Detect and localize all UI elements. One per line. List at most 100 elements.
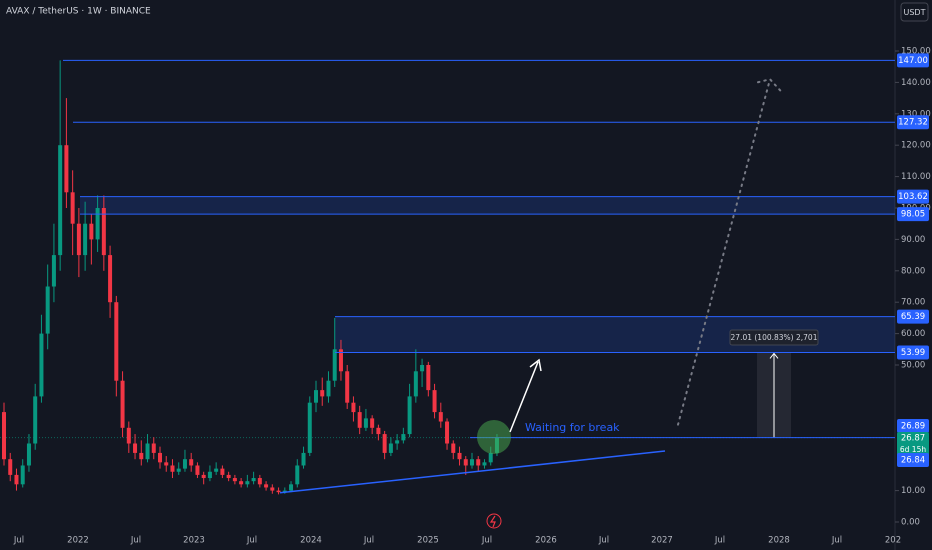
candle-body bbox=[189, 459, 194, 466]
x-tick-label: 2022 bbox=[67, 536, 89, 546]
y-tick-label: 10.00 bbox=[901, 486, 925, 496]
candle-body bbox=[76, 223, 81, 256]
y-tick-label: 150.00 bbox=[901, 47, 931, 57]
y-tick-label: 130.00 bbox=[901, 109, 931, 119]
level-price-tag bbox=[897, 53, 929, 68]
level-price-label: 53.99 bbox=[901, 348, 925, 358]
candle-body bbox=[139, 452, 144, 460]
measure-arrowhead bbox=[769, 352, 779, 359]
candle-body bbox=[314, 390, 318, 403]
candle-body bbox=[470, 459, 474, 466]
measure-price-label: 26.84 bbox=[901, 456, 925, 466]
candle-body bbox=[438, 412, 443, 422]
candle-body bbox=[33, 396, 38, 444]
level-price-label: 127.32 bbox=[898, 118, 928, 128]
candle-body bbox=[145, 443, 150, 460]
measure-price-tag bbox=[897, 453, 929, 467]
candle-body bbox=[320, 390, 325, 397]
y-tick-label: 50.00 bbox=[901, 361, 925, 371]
last-price-tag bbox=[897, 432, 929, 456]
currency-button[interactable] bbox=[900, 2, 929, 22]
candle-body bbox=[307, 402, 312, 453]
candle-body bbox=[151, 443, 156, 453]
candle-body bbox=[195, 465, 200, 475]
x-tick-label: Jul bbox=[714, 536, 725, 546]
x-tick-label: Jul bbox=[13, 536, 24, 546]
candle-body bbox=[245, 481, 250, 485]
candle-body bbox=[14, 474, 19, 485]
candle-body bbox=[207, 471, 212, 479]
candle-body bbox=[326, 380, 331, 397]
x-tick-label: 202 bbox=[885, 536, 901, 546]
x-tick-label: 2025 bbox=[417, 536, 439, 546]
candle-body bbox=[114, 302, 119, 381]
candle-body bbox=[301, 452, 306, 466]
candle-body bbox=[39, 333, 44, 397]
currency-label[interactable]: USDT bbox=[904, 8, 926, 17]
candle-body bbox=[83, 223, 88, 256]
trendline bbox=[279, 450, 666, 494]
candle-body bbox=[214, 468, 219, 472]
candle-body bbox=[426, 365, 431, 391]
candle-body bbox=[220, 468, 225, 475]
candle-body bbox=[226, 474, 231, 479]
candle-body bbox=[420, 365, 425, 372]
candle-body bbox=[407, 396, 412, 435]
y-tick-label: 90.00 bbox=[901, 235, 925, 245]
level-price-label: 65.39 bbox=[901, 312, 925, 322]
level-price-tag bbox=[897, 189, 929, 204]
candle-body bbox=[133, 443, 138, 453]
candle-body bbox=[101, 208, 106, 256]
candle-body bbox=[413, 371, 418, 397]
x-tick-label: 2027 bbox=[651, 536, 673, 546]
candle-body bbox=[357, 412, 362, 428]
candle-body bbox=[351, 402, 356, 413]
candle-body bbox=[332, 349, 337, 381]
event-icon[interactable] bbox=[486, 513, 502, 529]
y-tick-label: 140.00 bbox=[901, 78, 931, 88]
candle-body bbox=[126, 427, 131, 444]
x-tick-label: Jul bbox=[831, 536, 842, 546]
candle-body bbox=[70, 192, 75, 224]
x-tick-label: Jul bbox=[130, 536, 141, 546]
measure-label-box bbox=[729, 329, 819, 346]
candle-body bbox=[89, 223, 94, 240]
level-price-label: 98.05 bbox=[901, 210, 925, 220]
level-price-label: 26.89 bbox=[901, 422, 925, 432]
candle-body bbox=[282, 490, 287, 493]
candle-body bbox=[95, 208, 100, 240]
x-tick-label: Jul bbox=[481, 536, 492, 546]
candle-body bbox=[108, 255, 113, 303]
candle-body bbox=[58, 145, 63, 256]
candle-body bbox=[120, 380, 125, 428]
candle-body bbox=[251, 478, 256, 482]
symbol-title: AVAX / TetherUS · 1W · BINANCE bbox=[6, 7, 151, 17]
candle-body bbox=[264, 484, 269, 488]
breakout-highlight bbox=[477, 420, 511, 454]
candle-body bbox=[395, 440, 400, 444]
x-tick-label: 2026 bbox=[535, 536, 557, 546]
candle-body bbox=[2, 412, 6, 460]
candle-body bbox=[457, 452, 462, 460]
candle-body bbox=[382, 434, 387, 453]
y-tick-label: 110.00 bbox=[901, 172, 931, 182]
candle-body bbox=[182, 459, 187, 469]
x-tick-label: 2023 bbox=[183, 536, 205, 546]
candle-body bbox=[257, 478, 262, 485]
candle-body bbox=[370, 418, 375, 428]
level-price-tag bbox=[897, 345, 929, 360]
price-zone bbox=[80, 196, 895, 215]
candle-body bbox=[20, 465, 25, 485]
candle-body bbox=[64, 145, 69, 193]
last-price-label: 26.87 bbox=[901, 434, 925, 444]
candle-body bbox=[451, 443, 456, 453]
level-price-label: 103.62 bbox=[898, 192, 928, 202]
level-price-tag bbox=[897, 207, 929, 222]
y-tick-label: 120.00 bbox=[901, 141, 931, 151]
candle-body bbox=[176, 468, 181, 472]
level-price-tag bbox=[897, 309, 929, 324]
x-tick-label: 2024 bbox=[300, 536, 322, 546]
level-price-tag bbox=[897, 115, 929, 130]
candle-body bbox=[388, 443, 393, 453]
